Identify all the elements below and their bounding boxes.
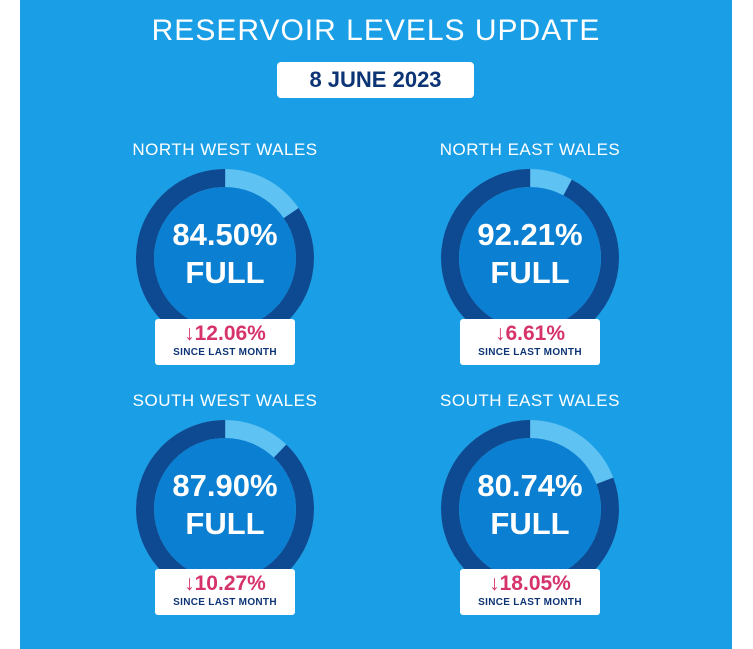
since-label: SINCE LAST MONTH [478,597,582,608]
change-badge-south-west: ↓10.27% SINCE LAST MONTH [155,569,295,615]
full-label: FULL [185,506,265,541]
change-badge-north-east: ↓6.61% SINCE LAST MONTH [460,319,600,365]
infographic-panel [20,0,732,649]
gauge-center [459,438,601,580]
full-label: FULL [490,506,570,541]
down-arrow-icon: ↓ [184,572,195,595]
gauge-north-west: 84.50% FULL [135,168,315,348]
gauge-center [154,438,296,580]
change-value: 18.05% [499,572,571,595]
down-arrow-icon: ↓ [494,322,506,345]
full-label: FULL [185,255,265,290]
gauge-center [459,187,601,329]
page-title: RESERVOIR LEVELS UPDATE [151,14,601,47]
region-title-south-east: SOUTH EAST WALES [440,391,620,410]
level-value: 84.50% [172,217,278,252]
since-label: SINCE LAST MONTH [173,347,277,358]
change-value: 10.27% [194,572,266,595]
full-label: FULL [490,255,570,290]
gauge-south-east: 80.74% FULL [440,419,620,599]
change-value: 6.61% [505,322,566,345]
since-label: SINCE LAST MONTH [173,597,277,608]
gauge-filled-arc [136,420,314,598]
gauge-center [154,187,296,329]
gauge-ring [136,169,314,347]
down-arrow-icon: ↓ [489,572,500,595]
level-value: 87.90% [172,468,278,503]
level-value: 92.21% [477,217,583,252]
region-title-north-west: NORTH WEST WALES [132,140,318,159]
date-badge: 8 JUNE 2023 [277,62,474,98]
down-arrow-icon: ↓ [184,322,195,345]
change-badge-north-west: ↓12.06% SINCE LAST MONTH [155,319,295,365]
change-value: 12.06% [194,322,266,345]
change-badge-south-east: ↓18.05% SINCE LAST MONTH [460,569,600,615]
region-title-north-east: NORTH EAST WALES [439,140,621,159]
level-value: 80.74% [477,468,583,503]
since-label: SINCE LAST MONTH [478,347,582,358]
region-title-south-west: SOUTH WEST WALES [132,391,318,410]
